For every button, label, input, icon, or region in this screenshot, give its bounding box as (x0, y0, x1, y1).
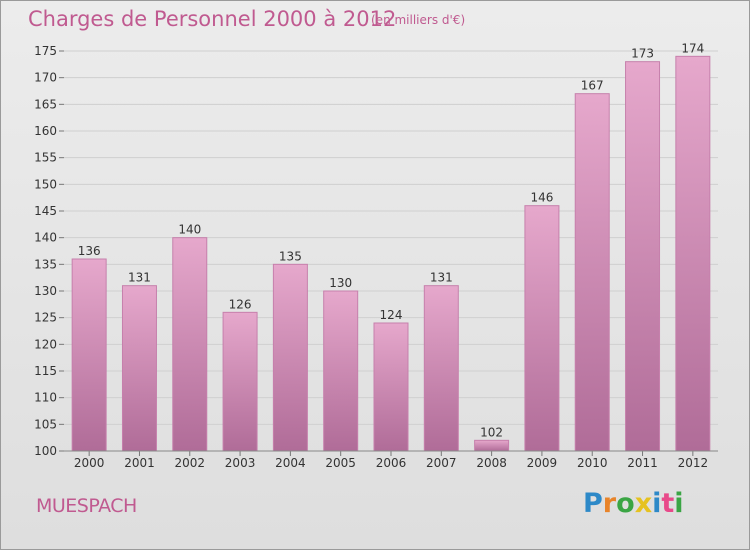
data-label-2005: 130 (329, 276, 352, 290)
y-tick-label: 135 (34, 257, 57, 271)
data-label-2006: 124 (380, 308, 403, 322)
data-label-2008: 102 (480, 425, 503, 439)
proxiti-logo: Proxiti (583, 488, 684, 519)
data-label-2002: 140 (178, 223, 201, 237)
y-tick-label: 140 (34, 231, 57, 245)
logo-letter: i (674, 488, 684, 519)
bar-2011 (625, 61, 661, 452)
bar-2006 (373, 322, 409, 452)
x-tick-label-2006: 2006 (376, 456, 407, 470)
y-tick-label: 130 (34, 284, 57, 298)
x-tick-label-2000: 2000 (74, 456, 105, 470)
data-label-2003: 126 (229, 297, 252, 311)
y-tick-label: 170 (34, 71, 57, 85)
bar-2012 (675, 55, 711, 452)
y-tick-label: 160 (34, 124, 57, 138)
y-tick-label: 110 (34, 391, 57, 405)
x-tick-label-2002: 2002 (174, 456, 205, 470)
y-tick-label: 155 (34, 151, 57, 165)
data-label-2004: 135 (279, 249, 302, 263)
y-tick-label: 175 (34, 44, 57, 58)
x-tick-label-2005: 2005 (325, 456, 356, 470)
data-label-2012: 174 (681, 41, 704, 55)
bar-2010 (574, 93, 610, 452)
logo-letter: P (583, 488, 603, 519)
commune-name: MUESPACH (36, 495, 137, 517)
x-tick-label-2003: 2003 (225, 456, 256, 470)
data-label-2011: 173 (631, 47, 654, 61)
y-axis-ticks: 100 105 110 115 120 125 130 135 140 145 150 155 160 1… (34, 44, 64, 458)
bar-2005 (323, 290, 359, 452)
y-tick-label: 165 (34, 97, 57, 111)
bar-2008 (474, 439, 510, 452)
x-tick-label-2011: 2011 (627, 456, 658, 470)
data-label-2000: 136 (78, 244, 101, 258)
logo-letter: o (616, 488, 635, 519)
data-labels: 136 131 140 126 135 130 124 131 102 146 167 173 174 (78, 41, 705, 439)
bar-2003 (222, 311, 258, 452)
chart-title: Charges de Personnel 2000 à 2012 (28, 7, 397, 31)
bars (71, 55, 711, 452)
bar-2001 (121, 285, 157, 452)
x-axis-ticks: 2000 2001 2002 2003 2004 2005 2006 2007 2008 2009… (74, 451, 708, 470)
y-tick-label: 125 (34, 311, 57, 325)
y-tick-label: 100 (34, 444, 57, 458)
x-tick-label-2010: 2010 (577, 456, 608, 470)
y-tick-label: 150 (34, 177, 57, 191)
bar-2000 (71, 258, 107, 452)
chart-subtitle: (en milliers d'€) (371, 13, 466, 27)
y-tick-label: 145 (34, 204, 57, 218)
data-label-2009: 146 (530, 191, 553, 205)
x-tick-label-2007: 2007 (426, 456, 457, 470)
data-label-2001: 131 (128, 271, 151, 285)
logo-letter: t (661, 488, 675, 519)
bar-2007 (423, 285, 459, 452)
data-label-2010: 167 (581, 79, 604, 93)
x-tick-label-2004: 2004 (275, 456, 306, 470)
x-tick-label-2008: 2008 (476, 456, 507, 470)
data-label-2007: 131 (430, 271, 453, 285)
y-tick-label: 120 (34, 337, 57, 351)
bar-2002 (172, 237, 208, 452)
x-tick-label-2009: 2009 (527, 456, 558, 470)
x-tick-label-2012: 2012 (678, 456, 709, 470)
y-tick-label: 115 (34, 364, 57, 378)
logo-letter: x (634, 488, 653, 519)
bar-2004 (272, 263, 308, 452)
logo-letter: i (652, 488, 662, 519)
logo-letter: r (602, 488, 617, 519)
y-tick-label: 105 (34, 417, 57, 431)
x-tick-label-2001: 2001 (124, 456, 155, 470)
bar-2009 (524, 205, 560, 452)
